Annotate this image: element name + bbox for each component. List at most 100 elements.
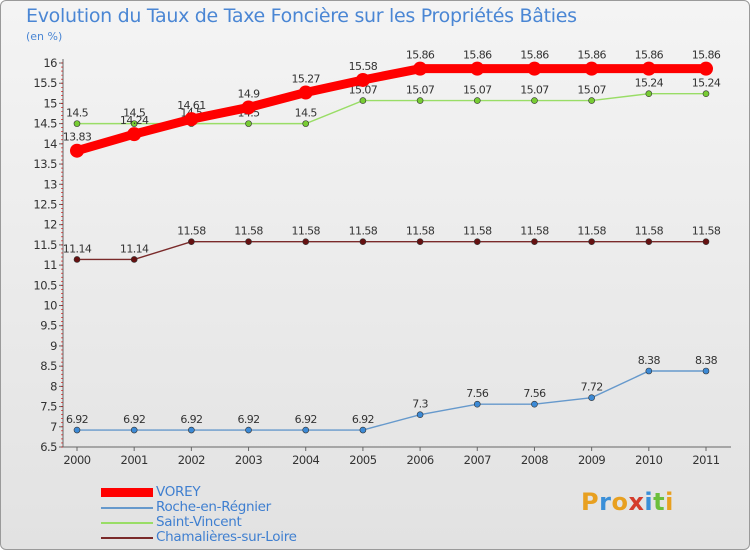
data-label-saint-vincent: 14.5 — [66, 107, 89, 120]
data-label-roche-en-regnier: 6.92 — [180, 413, 202, 426]
data-point-saint-vincent — [73, 120, 81, 127]
data-label-chamalieres-sur-loire: 11.58 — [463, 225, 492, 238]
data-point-saint-vincent — [416, 97, 424, 104]
data-label-saint-vincent: 15.07 — [577, 84, 606, 97]
data-label-roche-en-regnier: 7.56 — [523, 387, 546, 400]
data-point-saint-vincent — [645, 90, 653, 98]
y-tick-label: 7.5 — [40, 400, 57, 414]
data-label-roche-en-regnier: 6.92 — [352, 413, 374, 426]
y-tick-label: 14 — [43, 137, 57, 151]
logo-letter: i — [644, 488, 654, 516]
data-label-chamalieres-sur-loire: 11.58 — [577, 225, 606, 238]
x-tick-label: 2004 — [292, 453, 319, 467]
data-point-roche-en-regnier — [188, 426, 195, 434]
y-tick-label: 6.5 — [40, 440, 57, 454]
data-label-chamalieres-sur-loire: 11.58 — [520, 225, 549, 238]
data-label-chamalieres-sur-loire: 11.58 — [291, 225, 320, 238]
data-point-chamalieres-sur-loire — [645, 238, 653, 245]
data-label-roche-en-regnier: 7.72 — [581, 381, 603, 394]
series-line-roche-en-regnier — [77, 370, 706, 431]
y-tick-label: 16 — [43, 56, 57, 70]
data-point-vorey — [127, 127, 142, 142]
data-point-chamalieres-sur-loire — [588, 238, 595, 245]
data-point-vorey — [413, 61, 428, 76]
data-label-saint-vincent: 15.07 — [520, 84, 549, 97]
y-tick-label: 11.5 — [33, 238, 57, 252]
x-tick-label: 2011 — [692, 453, 719, 467]
data-label-roche-en-regnier: 8.38 — [638, 354, 661, 367]
unit-label: (en %) — [26, 30, 63, 43]
y-tick-label: 13 — [43, 177, 57, 191]
data-label-chamalieres-sur-loire: 11.58 — [635, 225, 664, 238]
x-tick-label: 2008 — [521, 453, 548, 467]
legend-label-roche-en-regnier: Roche-en-Régnier — [156, 499, 271, 515]
data-point-saint-vincent — [302, 120, 310, 127]
data-point-roche-en-regnier — [416, 411, 424, 418]
data-point-saint-vincent — [473, 97, 481, 104]
data-point-saint-vincent — [531, 97, 538, 104]
data-point-chamalieres-sur-loire — [302, 238, 310, 245]
data-point-roche-en-regnier — [645, 367, 653, 375]
logo-letter: i — [665, 488, 674, 516]
data-point-roche-en-regnier — [531, 400, 538, 408]
data-label-vorey: 15.86 — [520, 49, 549, 62]
y-tick-label: 8.5 — [40, 359, 57, 373]
legend-label-saint-vincent: Saint-Vincent — [156, 514, 242, 530]
series-line-vorey — [72, 64, 711, 156]
x-tick-label: 2010 — [635, 453, 662, 467]
data-point-saint-vincent — [588, 97, 595, 104]
legend-label-vorey: VOREY — [156, 484, 201, 500]
data-label-chamalieres-sur-loire: 11.14 — [63, 242, 92, 255]
legend-swatch-roche-en-regnier — [101, 507, 153, 509]
data-label-chamalieres-sur-loire: 11.58 — [406, 225, 435, 238]
data-point-vorey — [699, 61, 713, 76]
data-label-vorey: 15.27 — [291, 73, 320, 86]
y-tick-label: 15.5 — [33, 76, 57, 90]
data-point-roche-en-regnier — [73, 426, 81, 434]
data-point-vorey — [470, 61, 485, 76]
logo-letter: x — [628, 488, 645, 516]
series-line-chamalieres-sur-loire — [77, 240, 706, 261]
y-tick-label: 10.5 — [33, 278, 57, 292]
x-tick-label: 2000 — [63, 453, 90, 467]
data-label-vorey: 15.86 — [577, 49, 606, 62]
legend-label-chamalieres-sur-loire: Chamalières-sur-Loire — [156, 529, 297, 545]
data-label-chamalieres-sur-loire: 11.58 — [177, 225, 206, 238]
data-label-roche-en-regnier: 7.56 — [466, 387, 489, 400]
data-point-chamalieres-sur-loire — [531, 238, 538, 245]
data-point-roche-en-regnier — [588, 394, 595, 401]
data-point-chamalieres-sur-loire — [188, 238, 195, 245]
data-label-roche-en-regnier: 6.92 — [237, 413, 259, 426]
data-label-roche-en-regnier: 7.3 — [412, 398, 428, 411]
y-tick-label: 14.5 — [33, 117, 57, 131]
data-point-chamalieres-sur-loire — [702, 238, 710, 245]
data-point-roche-en-regnier — [702, 367, 710, 375]
data-point-roche-en-regnier — [302, 426, 310, 434]
x-tick-label: 2005 — [349, 453, 376, 467]
y-tick-label: 13.5 — [33, 157, 57, 171]
data-label-vorey: 15.86 — [463, 49, 492, 62]
y-tick-label: 10 — [43, 299, 57, 313]
data-label-saint-vincent: 14.5 — [295, 107, 318, 120]
data-label-vorey: 14.9 — [237, 87, 260, 100]
data-point-roche-en-regnier — [473, 400, 481, 408]
chart-title: Evolution du Taux de Taxe Foncière sur l… — [26, 5, 577, 27]
y-tick-label: 12.5 — [33, 197, 57, 211]
data-point-roche-en-regnier — [245, 426, 252, 434]
series-line-saint-vincent — [77, 93, 706, 125]
data-label-saint-vincent: 15.07 — [463, 84, 492, 97]
y-tick-label: 8 — [50, 379, 57, 393]
data-point-vorey — [241, 100, 256, 115]
data-point-chamalieres-sur-loire — [416, 238, 424, 245]
data-point-vorey — [184, 112, 199, 127]
legend-swatch-vorey — [101, 488, 153, 497]
data-label-vorey: 15.86 — [406, 49, 435, 62]
data-point-chamalieres-sur-loire — [359, 238, 367, 245]
data-label-vorey: 15.58 — [349, 60, 378, 73]
data-point-vorey — [641, 61, 656, 76]
data-point-vorey — [584, 61, 599, 76]
data-point-roche-en-regnier — [359, 426, 367, 434]
data-label-chamalieres-sur-loire: 11.58 — [692, 225, 721, 238]
